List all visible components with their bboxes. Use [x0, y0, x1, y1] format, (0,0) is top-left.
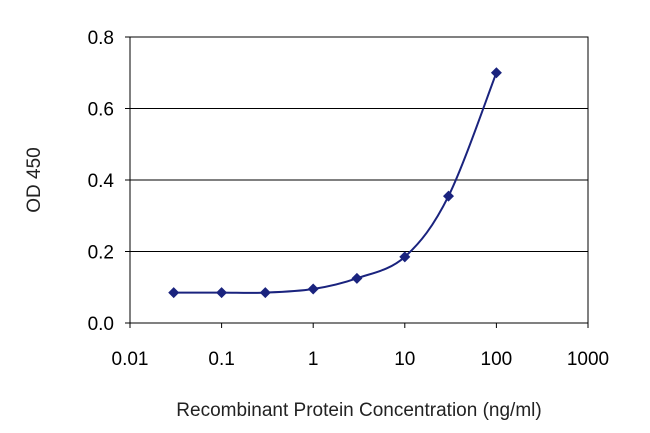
data-point-6	[443, 190, 455, 202]
x-tick-label-2: 1	[308, 349, 319, 370]
y-tick-label-2: 0.4	[88, 171, 115, 192]
x-axis-ticks: 0.01 0.1 1 10 100 1000	[112, 323, 609, 370]
y-axis-ticks: 0.0 0.2 0.4 0.6 0.8	[88, 28, 130, 335]
y-axis-title: OD 450	[24, 147, 45, 212]
x-tick-label-5: 1000	[567, 349, 609, 370]
x-tick-label-0: 0.01	[112, 349, 149, 370]
x-tick-label-3: 10	[394, 349, 415, 370]
data-point-4	[351, 272, 363, 284]
y-tick-label-3: 0.6	[88, 100, 114, 121]
y-tick-label-0: 0.0	[88, 314, 114, 335]
x-tick-label-1: 0.1	[208, 349, 234, 370]
gridlines	[130, 108, 588, 252]
data-point-0	[168, 287, 180, 299]
data-point-5	[399, 251, 411, 263]
y-tick-label-4: 0.8	[88, 28, 114, 49]
series-line-0	[173, 72, 498, 294]
x-axis-title: Recombinant Protein Concentration (ng/ml…	[176, 400, 541, 421]
data-point-1	[216, 287, 228, 299]
data-point-2	[259, 287, 271, 299]
series-layer	[168, 67, 502, 299]
data-point-3	[307, 283, 319, 295]
x-tick-label-4: 100	[481, 349, 513, 370]
y-tick-label-1: 0.2	[88, 243, 114, 264]
data-point-7	[490, 67, 502, 79]
